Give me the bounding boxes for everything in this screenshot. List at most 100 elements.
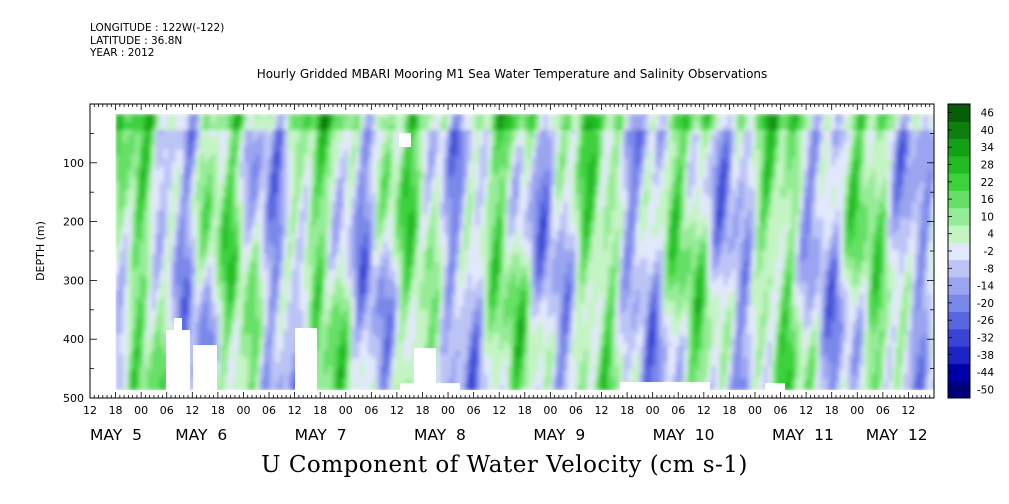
heatmap-cell	[343, 374, 349, 379]
heatmap-cell	[219, 342, 225, 347]
heatmap-cell	[131, 286, 137, 291]
heatmap-cell	[343, 330, 349, 335]
heatmap-cell	[127, 246, 133, 251]
heatmap-cell	[243, 262, 249, 267]
heatmap-cell	[147, 190, 153, 195]
heatmap-cell	[327, 194, 333, 199]
heatmap-cell	[319, 374, 325, 379]
heatmap-cell	[219, 254, 225, 259]
heatmap-cell	[135, 154, 141, 159]
heatmap-cell	[211, 218, 217, 223]
heatmap-cell	[147, 178, 153, 183]
heatmap-cell	[303, 254, 309, 259]
heatmap-cell	[139, 386, 145, 391]
heatmap-cell	[295, 182, 301, 187]
heatmap-cell	[139, 162, 145, 167]
heatmap-cell	[219, 326, 225, 331]
heatmap-cell	[143, 354, 149, 359]
heatmap-cell	[259, 274, 265, 279]
heatmap-cell	[263, 318, 269, 323]
heatmap-cell	[247, 310, 253, 315]
heatmap-cell	[395, 118, 401, 123]
heatmap-cell	[391, 198, 397, 203]
heatmap-cell	[335, 174, 341, 179]
heatmap-cell	[323, 118, 329, 123]
heatmap-cell	[231, 218, 237, 223]
heatmap-cell	[163, 138, 169, 143]
heatmap-cell	[387, 362, 393, 367]
heatmap-cell	[227, 330, 233, 335]
heatmap-cell	[359, 338, 365, 343]
heatmap-cell	[347, 210, 353, 215]
heatmap-cell	[227, 146, 233, 151]
heatmap-cell	[267, 170, 273, 175]
heatmap-cell	[139, 250, 145, 255]
heatmap-cell	[275, 166, 281, 171]
heatmap-cell	[207, 342, 213, 347]
heatmap-cell	[311, 146, 317, 151]
heatmap-cell	[187, 230, 193, 235]
heatmap-cell	[399, 226, 405, 231]
heatmap-cell	[291, 274, 297, 279]
heatmap-cell	[383, 338, 389, 343]
heatmap-cell	[151, 258, 157, 263]
heatmap-cell	[151, 230, 157, 235]
heatmap-cell	[379, 334, 385, 339]
heatmap-cell	[339, 150, 345, 155]
heatmap-cell	[391, 346, 397, 351]
heatmap-cell	[131, 342, 137, 347]
heatmap-cell	[307, 118, 313, 123]
heatmap-cell	[119, 230, 125, 235]
heatmap-cell	[171, 126, 177, 131]
heatmap-cell	[247, 362, 253, 367]
heatmap-cell	[327, 238, 333, 243]
heatmap-cell	[307, 126, 313, 131]
heatmap-cell	[171, 238, 177, 243]
heatmap-cell	[235, 258, 241, 263]
heatmap-cell	[383, 322, 389, 327]
heatmap-cell	[191, 250, 197, 255]
heatmap-cell	[399, 282, 405, 287]
heatmap-cell	[275, 366, 281, 371]
heatmap-cell	[219, 322, 225, 327]
heatmap-cell	[203, 214, 209, 219]
heatmap-cell	[267, 338, 273, 343]
heatmap-cell	[375, 234, 381, 239]
heatmap-cell	[315, 234, 321, 239]
heatmap-cell	[383, 314, 389, 319]
heatmap-cell	[235, 302, 241, 307]
heatmap-cell	[191, 206, 197, 211]
heatmap-cell	[335, 386, 341, 391]
heatmap-cell	[239, 122, 245, 127]
heatmap-cell	[163, 210, 169, 215]
heatmap-cell	[287, 302, 293, 307]
heatmap-cell	[115, 210, 121, 215]
heatmap-cell	[335, 334, 341, 339]
heatmap-cell	[387, 286, 393, 291]
heatmap-cell	[151, 170, 157, 175]
heatmap-cell	[195, 254, 201, 259]
heatmap-cell	[127, 274, 133, 279]
heatmap-cell	[355, 210, 361, 215]
heatmap-cell	[307, 174, 313, 179]
heatmap-cell	[203, 170, 209, 175]
heatmap-cell	[343, 218, 349, 223]
heatmap-cell	[351, 286, 357, 291]
heatmap-cell	[287, 194, 293, 199]
heatmap-cell	[115, 170, 121, 175]
heatmap-cell	[339, 330, 345, 335]
heatmap-cell	[175, 194, 181, 199]
heatmap-cell	[267, 358, 273, 363]
heatmap-cell	[299, 274, 305, 279]
heatmap-cell	[331, 306, 337, 311]
heatmap-cell	[263, 290, 269, 295]
heatmap-cell	[319, 274, 325, 279]
heatmap-cell	[123, 130, 129, 135]
heatmap-cell	[199, 282, 205, 287]
heatmap-cell	[335, 382, 341, 387]
heatmap-cell	[319, 190, 325, 195]
heatmap-cell	[347, 338, 353, 343]
heatmap-cell	[307, 138, 313, 143]
heatmap-cell	[203, 230, 209, 235]
heatmap-cell	[123, 234, 129, 239]
